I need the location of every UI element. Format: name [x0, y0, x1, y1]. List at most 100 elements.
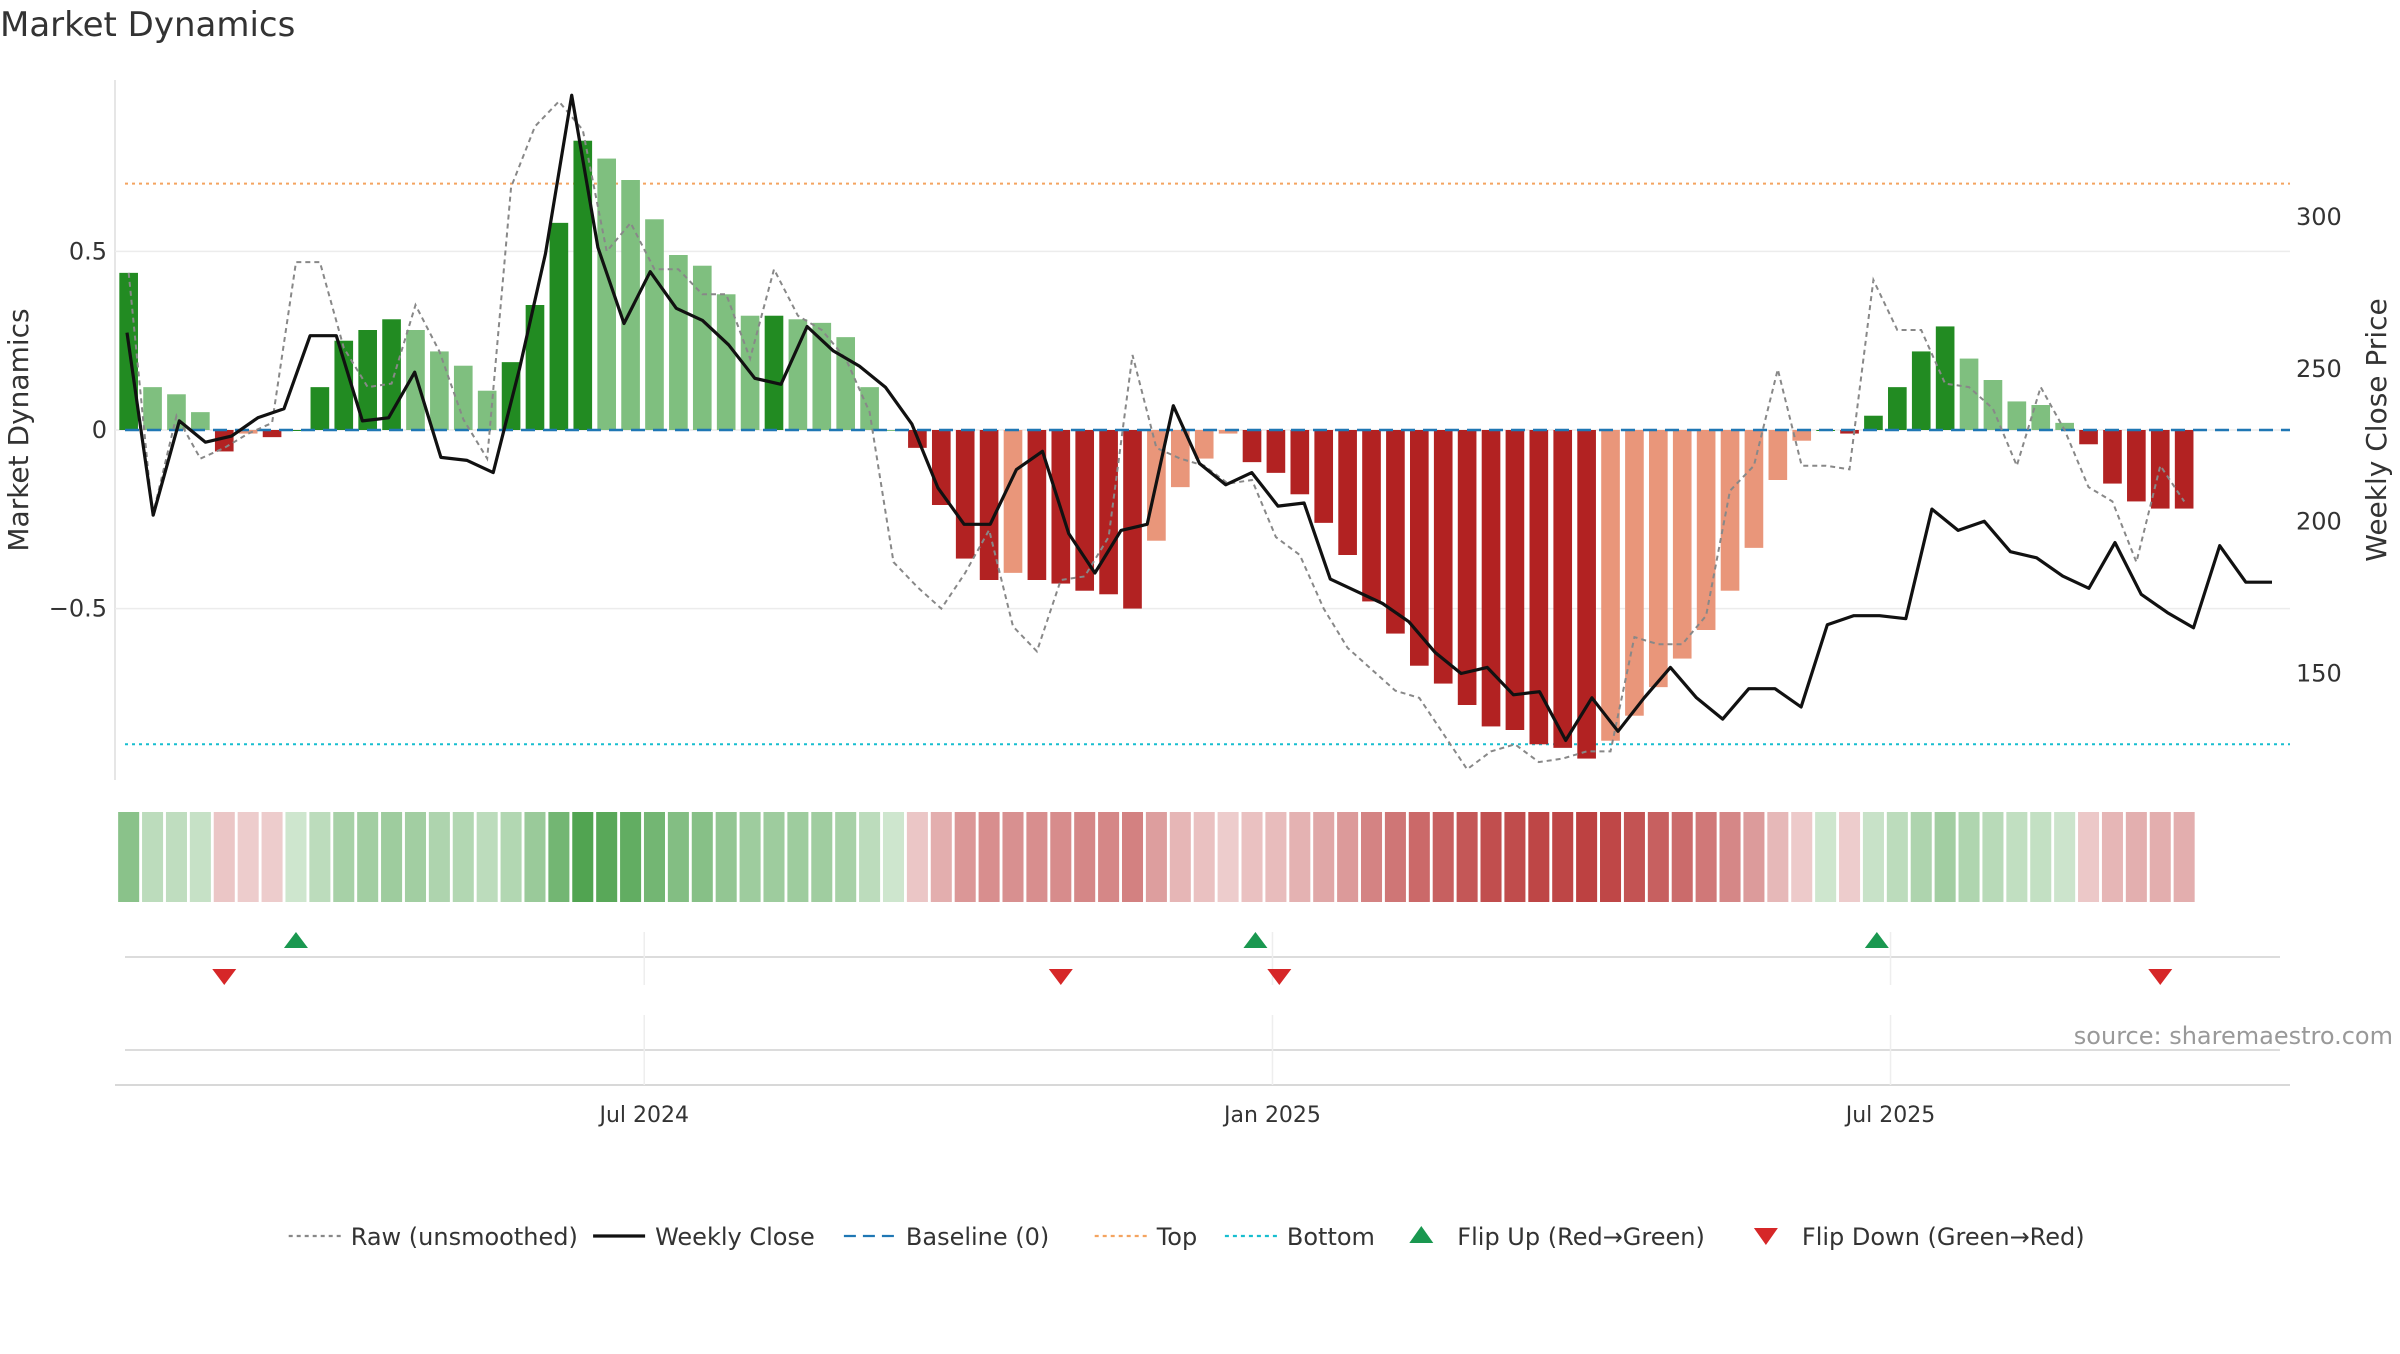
strip-cell [1719, 812, 1741, 902]
strip-cell [142, 812, 164, 902]
strip-cell [524, 812, 546, 902]
dynamics-bar [1983, 380, 2003, 430]
strip-cell [1002, 812, 1024, 902]
strip-cell [2173, 812, 2195, 902]
right-tick-label: 250 [2296, 355, 2342, 383]
dynamics-bar [1027, 430, 1047, 580]
dynamics-bar [1601, 430, 1620, 741]
dynamics-bar [334, 340, 354, 430]
dynamics-bar [1266, 430, 1286, 473]
strip-cell [906, 812, 928, 902]
strip-cell [1839, 812, 1861, 902]
strip-cell [930, 812, 952, 902]
date-tick-label: Jul 2024 [597, 1103, 689, 1128]
strip-cell [739, 812, 761, 902]
date-tick-label: Jul 2025 [1844, 1103, 1936, 1128]
source-note: source: sharemaestro.com [2074, 1022, 2393, 1050]
strip-cell [1337, 812, 1359, 902]
dynamics-bar [477, 390, 497, 430]
dynamics-bar [1003, 430, 1023, 573]
dynamics-bar [2127, 430, 2146, 502]
strip-cell [1862, 812, 1884, 902]
dynamics-bar [143, 387, 162, 430]
strip-cell [1934, 812, 1956, 902]
dynamics-bar [2031, 405, 2051, 430]
dynamics-bar [812, 322, 832, 430]
dynamics-bar [764, 315, 784, 430]
flip-up-marker [1864, 932, 1889, 948]
chart-title: Market Dynamics [0, 5, 295, 45]
flip-down-marker [1048, 969, 1073, 985]
flip-up-marker [1243, 932, 1268, 948]
strip-cell [859, 812, 881, 902]
dynamics-bar [1242, 430, 1262, 463]
strip-cell [1958, 812, 1980, 902]
strip-cell [835, 812, 857, 902]
legend-symbol [1753, 1228, 1778, 1245]
date-axis: Jul 2024 Jan 2025 Jul 2025 [115, 1015, 2290, 1128]
strip-cell [954, 812, 976, 902]
strip-cell [978, 812, 1000, 902]
strip-cell [882, 812, 905, 902]
dynamics-bar [1864, 415, 1883, 430]
strip-cell [1432, 812, 1454, 902]
strip-cell [285, 812, 307, 902]
dynamics-bar [1218, 430, 1238, 434]
strip-cell [1121, 812, 1144, 902]
dynamics-bar [1194, 430, 1214, 459]
dynamics-bar [1529, 430, 1549, 745]
dynamics-bar [621, 180, 640, 430]
dynamics-bar [191, 412, 210, 430]
strip-cell [1623, 812, 1645, 902]
dynamics-bar [1409, 430, 1429, 666]
strip-cell [1886, 812, 1908, 902]
dynamics-bar [1959, 358, 1979, 430]
strip-cell [715, 812, 737, 902]
strip-cell [2078, 812, 2100, 902]
dynamics-bar [1625, 430, 1644, 716]
dynamics-bar [2007, 401, 2027, 430]
dynamics-bar [1649, 430, 1668, 688]
strip-cell [237, 812, 259, 902]
dynamics-bar [1123, 430, 1142, 609]
strip-cell [691, 812, 713, 902]
left-axis-label: Market Dynamics [2, 308, 35, 551]
dynamics-bar [1170, 430, 1190, 488]
legend: Raw (unsmoothed) Weekly Close Baseline (0)… [288, 1223, 2085, 1251]
dynamics-bar [1696, 430, 1716, 630]
strip-cell [1600, 812, 1622, 902]
strip-cell [787, 812, 809, 902]
weekly-close-line [125, 93, 2272, 743]
dynamics-bar [692, 265, 712, 430]
flip-down-marker [212, 969, 237, 985]
strip-cell [1743, 812, 1765, 902]
strip-cell [1647, 812, 1669, 902]
dynamics-bar [238, 430, 258, 434]
strip-cell [763, 812, 785, 902]
strip-cell [1767, 812, 1789, 902]
dynamics-bar [716, 294, 736, 430]
strip-cell [548, 812, 570, 902]
dynamics-bar [1505, 430, 1525, 730]
strip-cell [428, 812, 450, 902]
dynamics-bar [1290, 430, 1310, 495]
dynamics-bar [1457, 430, 1477, 705]
strip-cell [2054, 812, 2076, 902]
strip-cell [667, 812, 689, 902]
strip-cell [1695, 812, 1717, 902]
strip-cell [1289, 812, 1311, 902]
strip-cell [1098, 812, 1120, 902]
strip-cell [333, 812, 355, 902]
dynamics-bar [2103, 430, 2122, 484]
dynamics-bar [430, 351, 449, 430]
strip-cell [1074, 812, 1096, 902]
strip-cell [189, 812, 211, 902]
strip-cell [1169, 812, 1191, 902]
legend-symbol [1409, 1226, 1434, 1243]
dynamics-bar [1577, 430, 1596, 759]
dynamics-bar [310, 387, 330, 430]
dynamics-bar [788, 319, 808, 430]
strip-cell [1480, 812, 1502, 902]
strip-cell [165, 812, 187, 902]
